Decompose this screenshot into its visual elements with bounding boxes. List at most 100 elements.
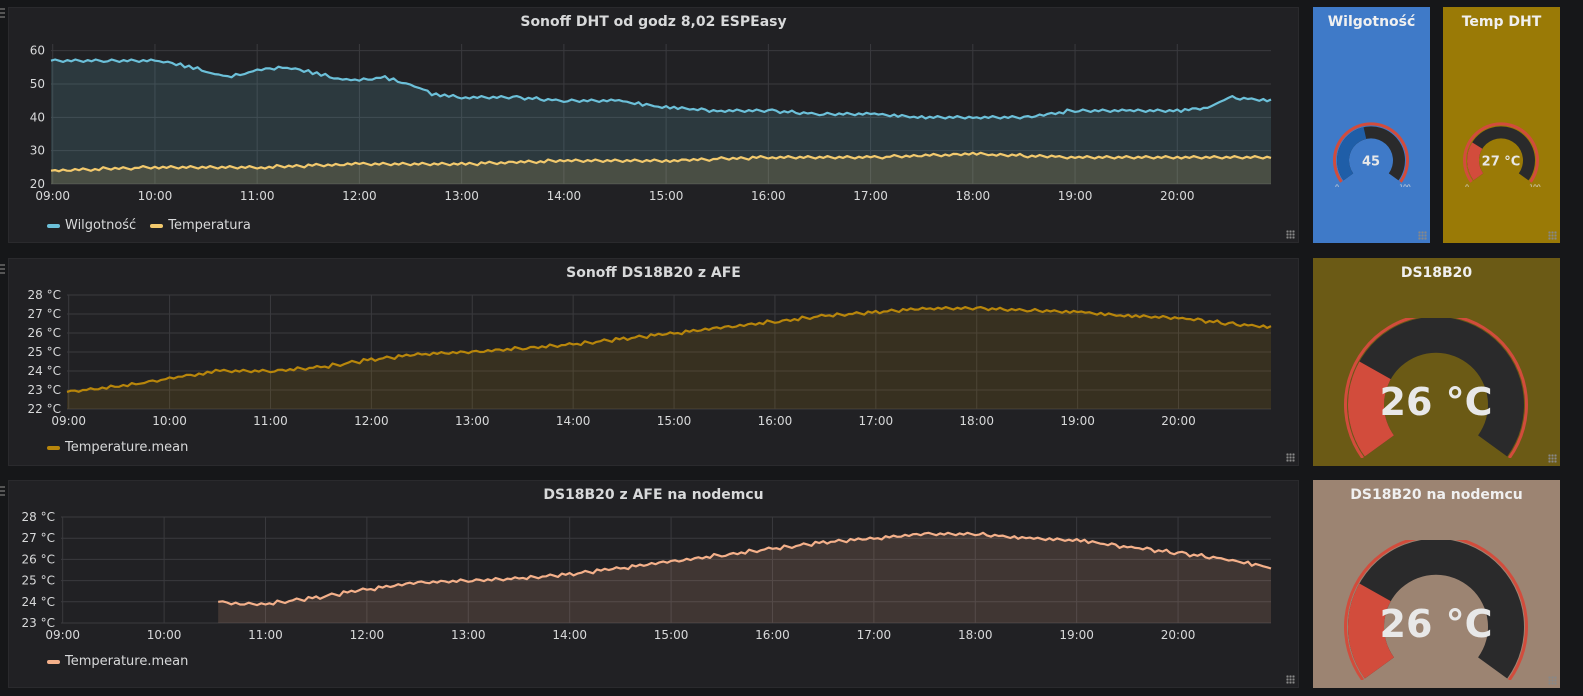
x-tick-label: 14:00 <box>556 414 591 428</box>
y-tick-label: 25 °C <box>22 574 55 588</box>
y-tick-label: 27 °C <box>22 531 55 545</box>
stat-title[interactable]: Temp DHT <box>1461 14 1542 30</box>
series-line <box>218 531 1272 607</box>
y-tick-label: 30 <box>30 144 45 158</box>
x-tick-label: 11:00 <box>253 414 288 428</box>
stat-title[interactable]: DS18B20 <box>1400 265 1473 281</box>
x-tick-label: 10:00 <box>138 189 173 203</box>
panel-title[interactable]: Sonoff DS18B20 z AFE <box>566 265 741 281</box>
x-tick-label: 20:00 <box>1161 414 1196 428</box>
legend-item-temperatura[interactable]: Temperatura <box>150 218 251 233</box>
x-tick-label: 11:00 <box>248 628 283 642</box>
x-tick-label: 16:00 <box>755 628 790 642</box>
resize-handle[interactable] <box>1548 454 1557 463</box>
grid: 22 °C 23 °C 24 °C 25 °C 26 °C 27 °C 28 °C 09:00… <box>28 288 1271 428</box>
gauge-track <box>1348 540 1524 679</box>
resize-handle[interactable] <box>1286 675 1295 684</box>
x-tick-label: 13:00 <box>444 189 479 203</box>
chart-legend: Wilgotność Temperatura <box>47 218 251 233</box>
resize-handle[interactable] <box>1418 231 1427 240</box>
legend-item-wilgotnosc[interactable]: Wilgotność <box>47 218 136 233</box>
y-tick-label: 28 °C <box>22 510 55 524</box>
grid: 20 30 40 50 60 09:00 10:00 11:00 12:00 13:00 14:00… <box>30 44 1271 203</box>
y-tick-label: 24 °C <box>28 364 61 378</box>
x-tick-label: 12:00 <box>342 189 377 203</box>
x-tick-label: 13:00 <box>451 628 486 642</box>
gauge-value: 26 °C <box>1380 380 1493 424</box>
x-tick-label: 14:00 <box>547 189 582 203</box>
legend-swatch <box>47 223 60 228</box>
gauge-max-label: 100 <box>1399 184 1411 187</box>
gauge-track <box>1467 126 1535 181</box>
legend-item-temperature-mean[interactable]: Temperature.mean <box>47 654 188 669</box>
y-tick-label: 50 <box>30 77 45 91</box>
x-tick-label: 15:00 <box>657 414 692 428</box>
gauge-min-label: 0 <box>1335 184 1339 187</box>
legend-label: Temperature.mean <box>65 654 189 669</box>
panel-title[interactable]: DS18B20 z AFE na nodemcu <box>543 487 764 503</box>
y-tick-label: 20 <box>30 177 45 191</box>
x-tick-label: 20:00 <box>1161 628 1196 642</box>
x-tick-label: 15:00 <box>649 189 684 203</box>
chart-legend: Temperature.mean <box>47 654 188 669</box>
afe-temperature-chart: 22 °C 23 °C 24 °C 25 °C 26 °C 27 °C 28 °C 09:00… <box>28 288 1272 428</box>
stat-panel-ds18b20-nodemcu: DS18B20 na nodemcu 26 °C0100 <box>1313 480 1560 688</box>
x-tick-label: 11:00 <box>240 189 275 203</box>
nodemcu-temperature-chart: 23 °C 24 °C 25 °C 26 °C 27 °C 28 °C 09:00 10:00… <box>22 510 1272 642</box>
gauge-track <box>1348 318 1524 457</box>
gauge-value: 45 <box>1362 154 1380 169</box>
y-tick-label: 26 °C <box>28 326 61 340</box>
resize-handle[interactable] <box>1286 453 1295 462</box>
ds18b20-gauge: 26 °C0100 <box>1344 318 1528 458</box>
legend-item-temperature-mean[interactable]: Temperature.mean <box>47 440 188 455</box>
x-tick-label: 09:00 <box>35 189 70 203</box>
legend-label: Temperature.mean <box>65 440 189 455</box>
gauge-value: 26 °C <box>1380 602 1493 646</box>
stat-panel-ds18b20: DS18B20 26 °C0100 <box>1313 258 1560 466</box>
series-area <box>218 532 1272 623</box>
x-tick-label: 19:00 <box>1059 628 1094 642</box>
y-tick-label: 25 °C <box>28 345 61 359</box>
resize-handle[interactable] <box>1286 230 1295 239</box>
y-tick-label: 40 <box>30 110 45 124</box>
gauge-max-label: 100 <box>1529 184 1541 187</box>
row-drag-handle[interactable] <box>0 264 5 276</box>
stat-title[interactable]: Wilgotność <box>1327 14 1416 30</box>
y-tick-label: 27 °C <box>28 307 61 321</box>
temperature-gauge: 27 °C 0 100 <box>1463 122 1541 187</box>
stat-title[interactable]: DS18B20 na nodemcu <box>1350 487 1523 503</box>
resize-handle[interactable] <box>1548 676 1557 685</box>
row-drag-handle[interactable] <box>0 8 5 20</box>
gauge-min-label: 0 <box>1465 184 1469 187</box>
x-tick-label: 17:00 <box>853 189 888 203</box>
x-tick-label: 16:00 <box>751 189 786 203</box>
y-tick-label: 23 °C <box>28 383 61 397</box>
x-tick-label: 12:00 <box>350 628 385 642</box>
gauge-value-fill <box>1348 583 1394 679</box>
x-tick-label: 17:00 <box>859 414 894 428</box>
legend-label: Temperatura <box>168 218 251 233</box>
x-tick-label: 19:00 <box>1058 189 1093 203</box>
x-tick-label: 20:00 <box>1160 189 1195 203</box>
grid: 23 °C 24 °C 25 °C 26 °C 27 °C 28 °C 09:00 10:00… <box>22 510 1271 642</box>
stat-panel-temp-dht: Temp DHT 27 °C 0 100 <box>1443 7 1560 243</box>
ds18b20-nodemcu-gauge: 26 °C0100 <box>1344 540 1528 680</box>
series-area <box>51 152 1271 184</box>
resize-handle[interactable] <box>1548 231 1557 240</box>
gauge-value-fill <box>1337 127 1367 181</box>
panel-title[interactable]: Sonoff DHT od godz 8,02 ESPEasy <box>520 14 787 30</box>
x-tick-label: 18:00 <box>959 414 994 428</box>
legend-swatch <box>47 445 60 450</box>
series-line <box>66 306 1272 393</box>
x-tick-label: 15:00 <box>654 628 689 642</box>
graph-panel-dht: Sonoff DHT od godz 8,02 ESPEasy 20 30 40 50… <box>8 7 1299 243</box>
x-tick-label: 09:00 <box>45 628 80 642</box>
x-tick-label: 13:00 <box>455 414 490 428</box>
graph-panel-afe: Sonoff DS18B20 z AFE 22 °C 23 °C 24 °C 25 °… <box>8 258 1299 466</box>
chart-legend: Temperature.mean <box>47 440 188 455</box>
x-tick-label: 17:00 <box>857 628 892 642</box>
row-drag-handle[interactable] <box>0 486 5 498</box>
x-tick-label: 18:00 <box>958 628 993 642</box>
series-area <box>67 307 1271 409</box>
y-tick-label: 60 <box>30 44 45 58</box>
